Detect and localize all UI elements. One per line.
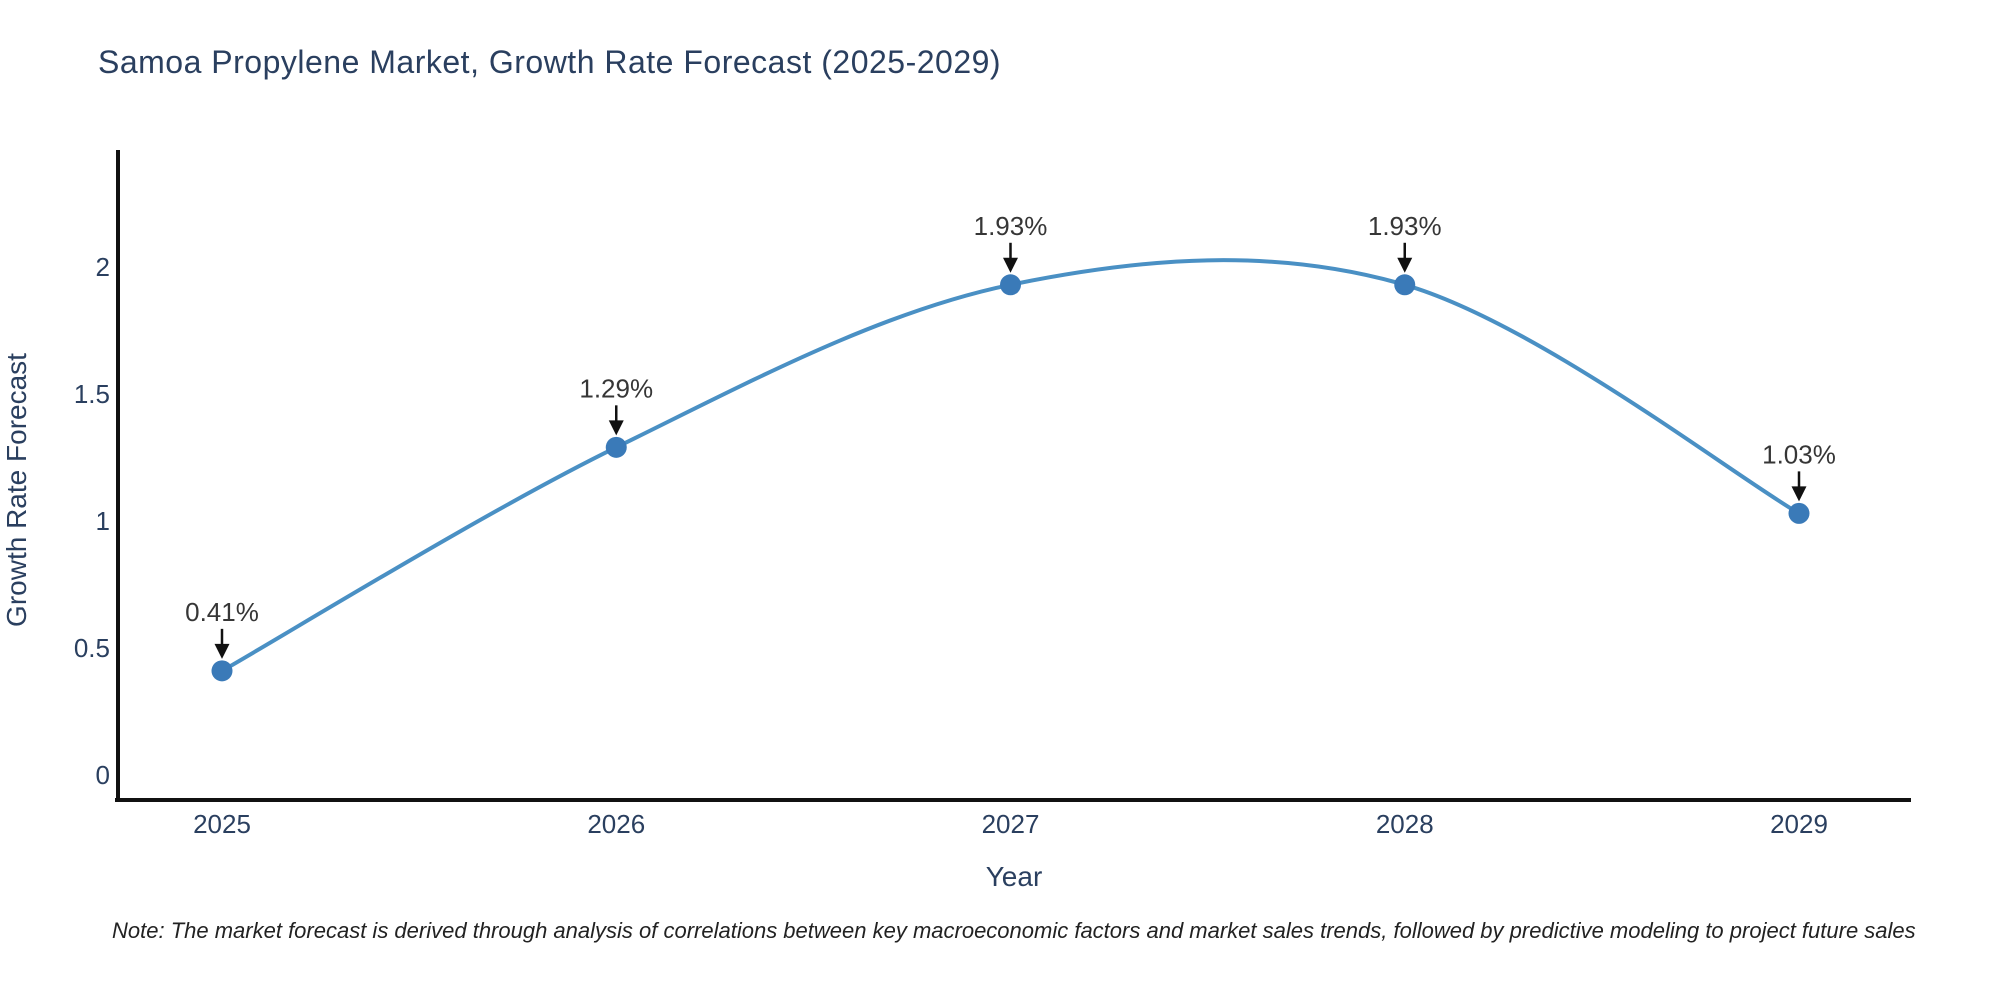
y-tick-label: 0 xyxy=(96,760,110,790)
data-point-marker xyxy=(1788,502,1810,524)
y-tick-label: 0.5 xyxy=(74,633,110,663)
data-point-marker xyxy=(1394,274,1416,296)
data-point-marker xyxy=(211,660,233,682)
annotation-arrowhead xyxy=(1397,257,1413,273)
footnote: Note: The market forecast is derived thr… xyxy=(112,918,1916,943)
x-tick-label: 2028 xyxy=(1376,809,1434,839)
plot-area: 0 0.5 1 1.5 2 2025 2026 2027 2028 2029 0.41% 1.29% 1… xyxy=(74,150,1911,839)
data-point-marker xyxy=(1000,274,1021,296)
chart-title: Samoa Propylene Market, Growth Rate Fore… xyxy=(98,44,1002,80)
data-point-marker xyxy=(605,436,627,458)
point-annotation-label: 1.93% xyxy=(974,211,1048,241)
annotation-arrowhead xyxy=(214,643,230,659)
x-tick-label: 2025 xyxy=(193,809,251,839)
annotation-arrowhead xyxy=(1003,257,1018,273)
x-tick-label: 2026 xyxy=(587,809,645,839)
point-annotation-label: 0.41% xyxy=(185,597,259,627)
point-annotation-label: 1.29% xyxy=(579,373,653,403)
series-line xyxy=(220,258,1801,673)
point-annotation-label: 1.03% xyxy=(1762,439,1836,469)
point-annotation-label: 1.93% xyxy=(1368,211,1442,241)
y-tick-label: 1 xyxy=(96,506,110,536)
y-axis-title: Growth Rate Forecast xyxy=(1,353,32,627)
x-tick-label: 2027 xyxy=(982,809,1040,839)
y-tick-label: 1.5 xyxy=(74,379,110,409)
annotation-arrowhead xyxy=(608,420,624,436)
y-tick-label: 2 xyxy=(96,252,110,282)
annotation-arrowhead xyxy=(1791,486,1807,502)
x-axis-title: Year xyxy=(986,861,1043,892)
x-tick-label: 2029 xyxy=(1770,809,1828,839)
